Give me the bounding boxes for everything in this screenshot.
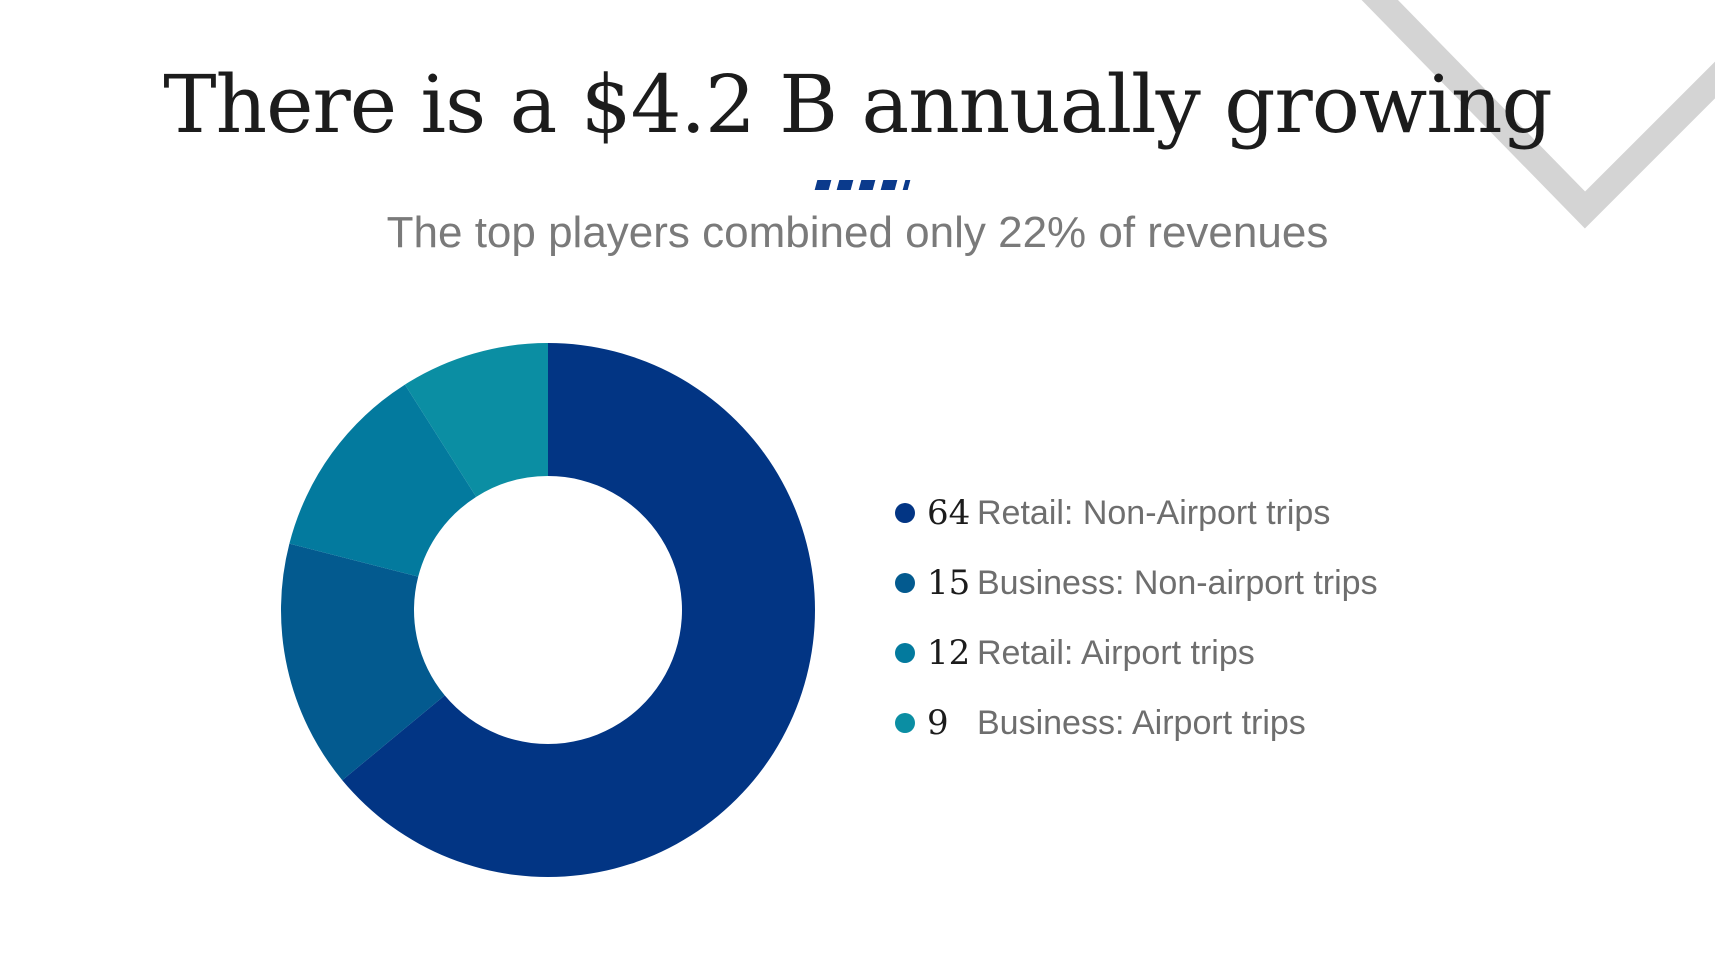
- legend-label: Business: Non-airport trips: [977, 563, 1378, 602]
- donut-slice-2: [281, 543, 445, 781]
- legend-value: 12: [927, 633, 971, 673]
- legend-item: 15 Business: Non-airport trips: [895, 548, 1378, 618]
- donut-slice-1: [342, 343, 815, 878]
- legend-value: 15: [927, 563, 971, 603]
- slide-title: There is a $4.2 B annually growing: [163, 58, 1552, 151]
- legend-item: 12 Retail: Airport trips: [895, 618, 1378, 688]
- legend-value: 9: [927, 703, 949, 743]
- legend-label: Business: Airport trips: [977, 703, 1306, 742]
- legend-item: 64 Retail: Non-Airport trips: [895, 478, 1378, 548]
- donut-slice-4: [404, 343, 548, 497]
- slide-subtitle: The top players combined only 22% of rev…: [386, 208, 1329, 257]
- legend-label: Retail: Airport trips: [977, 633, 1255, 672]
- chart-legend: 64 Retail: Non-Airport trips 15 Business…: [895, 478, 1378, 758]
- legend-item: 9 Business: Airport trips: [895, 688, 1378, 758]
- donut-slice-3: [289, 384, 477, 577]
- legend-swatch-3: [895, 643, 915, 663]
- legend-swatch-1: [895, 503, 915, 523]
- legend-swatch-2: [895, 573, 915, 593]
- legend-label: Retail: Non-Airport trips: [977, 493, 1331, 532]
- legend-swatch-4: [895, 713, 915, 733]
- legend-value: 64: [927, 493, 971, 533]
